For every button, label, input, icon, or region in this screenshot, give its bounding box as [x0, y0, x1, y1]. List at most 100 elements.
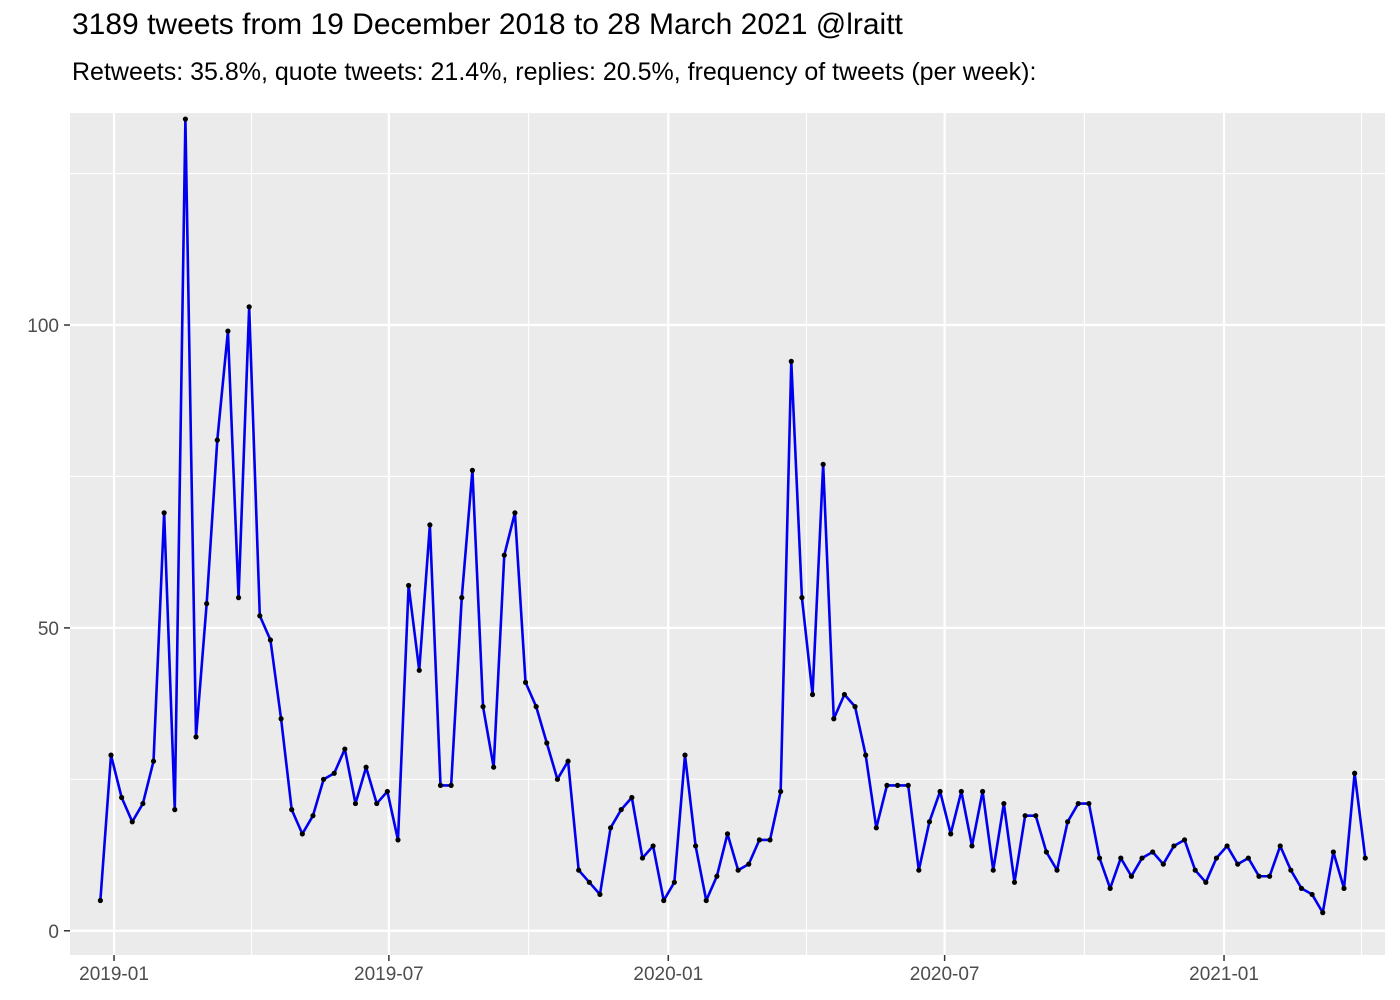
data-point: [639, 855, 646, 861]
data-point: [257, 613, 263, 619]
x-tick-label: 2020-01: [633, 964, 703, 985]
data-point: [331, 770, 337, 776]
data-point: [820, 461, 826, 467]
data-point: [1022, 813, 1028, 819]
data-point: [565, 758, 571, 764]
data-point: [522, 679, 529, 686]
data-point: [586, 879, 592, 885]
data-point: [916, 867, 922, 873]
data-point: [161, 510, 167, 516]
data-point: [342, 746, 348, 752]
data-point: [618, 807, 624, 813]
data-point: [416, 667, 422, 673]
data-point: [1107, 885, 1113, 891]
data-point: [1086, 800, 1092, 807]
data-point: [671, 879, 677, 885]
data-point: [650, 843, 656, 849]
data-point: [150, 758, 157, 764]
data-point: [905, 782, 911, 788]
data-point: [459, 595, 465, 601]
data-point: [1320, 910, 1326, 916]
data-point: [767, 837, 773, 843]
y-tick-label: 100: [27, 316, 59, 337]
data-point: [948, 831, 954, 837]
data-point: [1181, 837, 1188, 843]
data-point: [1011, 879, 1018, 885]
data-point: [299, 831, 305, 837]
data-point: [278, 716, 284, 722]
data-point: [1139, 855, 1145, 861]
data-point: [491, 764, 497, 770]
data-point: [501, 552, 507, 558]
data-point: [352, 800, 359, 807]
y-tick-label: 50: [38, 619, 59, 640]
data-point: [597, 891, 603, 898]
data-point: [714, 873, 720, 879]
data-point: [267, 637, 274, 643]
data-point: [214, 437, 220, 443]
data-point: [427, 522, 433, 528]
data-point: [1330, 849, 1336, 855]
x-tick-label: 2020-07: [910, 964, 980, 985]
data-point: [703, 897, 709, 904]
data-point: [1160, 861, 1166, 867]
data-point: [629, 794, 635, 801]
data-point: [448, 782, 454, 788]
data-point: [1288, 867, 1294, 873]
data-point: [926, 819, 933, 825]
grid-major: [70, 113, 1385, 955]
data-point: [980, 788, 986, 795]
data-point: [756, 837, 762, 843]
data-point: [140, 800, 146, 807]
x-tick-label: 2019-01: [79, 964, 149, 985]
data-point: [384, 788, 390, 795]
data-point: [1245, 855, 1251, 861]
data-point: [1309, 891, 1315, 898]
data-point: [193, 734, 199, 740]
data-point: [1096, 855, 1103, 861]
data-point: [204, 601, 210, 607]
data-point: [1298, 885, 1305, 891]
data-point: [108, 752, 114, 758]
data-point: [533, 704, 539, 710]
data-point: [852, 704, 858, 710]
data-point: [607, 825, 614, 831]
data-point: [395, 837, 401, 843]
data-point: [182, 116, 188, 122]
data-point: [1277, 843, 1283, 849]
chart-title: 3189 tweets from 19 December 2018 to 28 …: [72, 8, 903, 41]
chart-subtitle: Retweets: 35.8%, quote tweets: 21.4%, re…: [72, 58, 1037, 86]
data-point: [1001, 800, 1007, 807]
data-point: [1267, 873, 1273, 879]
data-point: [1235, 861, 1241, 867]
data-point: [289, 807, 295, 813]
data-point: [235, 595, 242, 601]
data-point: [97, 897, 103, 904]
data-point: [894, 782, 901, 788]
data-point: [119, 794, 125, 801]
data-point: [746, 861, 752, 867]
data-point: [958, 788, 964, 795]
data-point: [172, 807, 178, 813]
y-tick-label: 0: [48, 922, 59, 943]
data-point: [374, 800, 380, 807]
plot-panel: [70, 113, 1385, 955]
data-point: [809, 691, 816, 698]
data-point: [1203, 879, 1209, 885]
data-point: [788, 358, 794, 364]
data-point: [1128, 873, 1135, 879]
data-point: [661, 897, 667, 904]
data-point: [873, 825, 879, 831]
data-point: [831, 716, 837, 722]
data-point: [1043, 849, 1049, 855]
data-point: [1213, 855, 1220, 861]
x-tick-label: 2019-07: [354, 964, 424, 985]
data-point: [682, 752, 688, 758]
data-point: [310, 813, 316, 819]
data-point: [778, 788, 784, 795]
data-point: [799, 595, 805, 601]
data-point: [246, 304, 252, 310]
data-point: [1150, 849, 1156, 855]
data-point: [724, 831, 731, 837]
